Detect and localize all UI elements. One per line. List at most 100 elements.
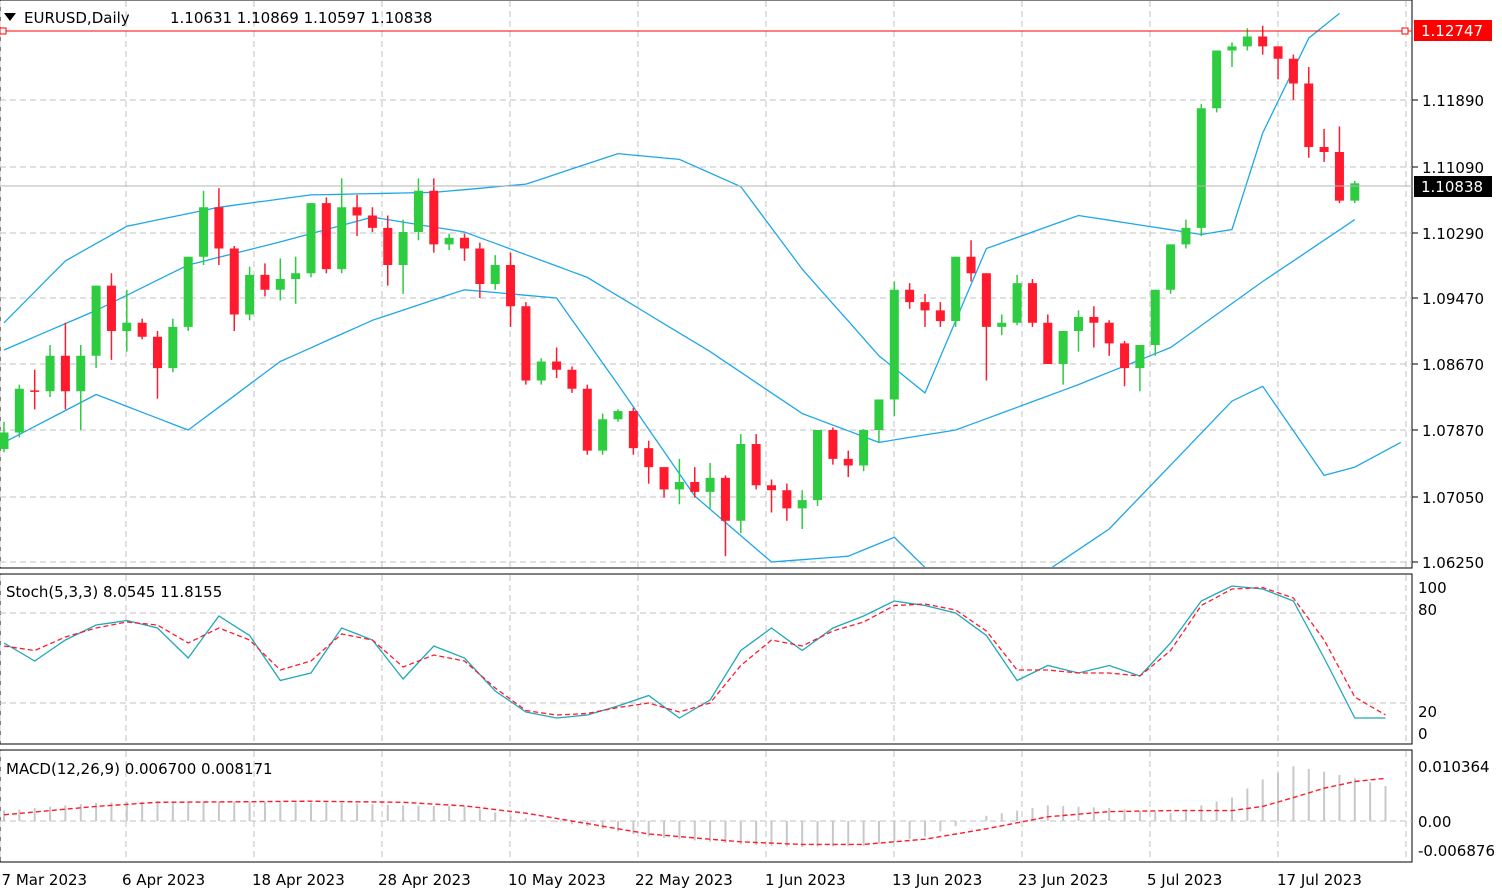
bear-candle (60, 355, 70, 392)
level-price-tag (1414, 20, 1492, 41)
bull-candle (168, 326, 178, 369)
bear-candle (659, 467, 669, 490)
chart-menu-triangle-icon[interactable] (4, 13, 16, 21)
bear-candle (828, 430, 838, 459)
date-label: 22 May 2023 (635, 871, 733, 888)
bull-candle (997, 322, 1007, 327)
bull-candle (951, 256, 961, 322)
stoch-tick: 100 (1418, 579, 1447, 597)
bull-candle (0, 432, 9, 449)
bear-candle (981, 273, 991, 327)
bear-candle (106, 285, 116, 331)
macd-tick: 0.00 (1418, 813, 1451, 831)
bear-candle (229, 248, 239, 315)
date-label: 1 Jun 2023 (765, 871, 846, 888)
bear-candle (321, 203, 331, 270)
bull-candle (598, 419, 608, 451)
bear-candle (1334, 151, 1344, 201)
date-label: 6 Apr 2023 (122, 871, 205, 888)
price-tick: 1.09470 (1422, 290, 1484, 308)
candles[interactable] (0, 25, 1360, 557)
bull-candle (398, 232, 408, 265)
bear-candle (1120, 343, 1130, 369)
price-tick: 1.11890 (1422, 92, 1484, 110)
bull-candle (1074, 316, 1083, 331)
bear-candle (1089, 316, 1099, 323)
stoch-tick: 20 (1418, 703, 1437, 721)
stoch-d-line (3, 586, 1386, 716)
bear-candle (1304, 83, 1314, 148)
macd-tick: -0.006876 (1418, 842, 1495, 860)
bear-candle (644, 448, 654, 468)
bull-candle (76, 355, 86, 392)
bear-candle (153, 336, 162, 369)
date-label: 28 Apr 2023 (378, 871, 471, 888)
bull-candle (874, 399, 884, 430)
bull-candle (859, 430, 869, 466)
macd-title: MACD(12,26,9) 0.006700 0.008171 (6, 760, 273, 778)
price-axis: 1.11890 1.11090 1.10290 1.09470 1.08670 … (1412, 92, 1484, 572)
bear-candle (582, 388, 592, 451)
bull-candle (536, 361, 546, 381)
bull-candle (1350, 183, 1360, 201)
bear-candle (1258, 36, 1268, 47)
bull-candle (674, 481, 684, 490)
bear-candle (935, 310, 945, 322)
bull-candle (306, 203, 316, 274)
date-label: 13 Jun 2023 (892, 871, 982, 888)
bull-candle (1012, 283, 1022, 323)
bull-candle (889, 289, 899, 400)
bear-candle (460, 237, 469, 249)
bull-candle (1166, 244, 1176, 290)
bear-candle (214, 207, 224, 249)
bear-candle (352, 207, 362, 216)
bear-candle (966, 256, 976, 274)
bear-candle (475, 248, 485, 284)
level-price-label: 1.12747 (1421, 22, 1483, 40)
price-tick: 1.07050 (1422, 489, 1484, 507)
bear-candle (1043, 322, 1053, 364)
bear-candle (843, 458, 853, 466)
current-price-label: 1.10838 (1421, 178, 1483, 196)
ohlc-values: 1.10631 1.10869 1.10597 1.10838 (170, 9, 432, 27)
level-line-right-handle[interactable] (1401, 27, 1409, 35)
bear-candle (1319, 147, 1329, 152)
date-label: 18 Apr 2023 (252, 871, 345, 888)
bull-candle (1181, 227, 1191, 245)
bear-candle (905, 289, 915, 303)
price-tick: 1.08670 (1422, 356, 1484, 374)
price-tick: 1.11090 (1422, 159, 1484, 177)
stoch-title: Stoch(5,3,3) 8.0545 11.8155 (6, 583, 222, 601)
bear-candle (552, 361, 562, 370)
date-label: 10 May 2023 (508, 871, 606, 888)
bear-candle (920, 302, 930, 311)
bull-candle (245, 274, 255, 315)
bollinger-lower-line (3, 289, 1402, 567)
bollinger-middle-line (3, 216, 1356, 444)
bear-candle (782, 490, 792, 509)
stoch-k-line (3, 585, 1386, 719)
bull-candle (275, 279, 285, 290)
bull-candle (813, 430, 823, 501)
bull-candle (1135, 345, 1145, 369)
stoch-panel-frame (0, 573, 1413, 745)
macd-plot (3, 766, 1387, 847)
bollinger-upper-line (3, 12, 1340, 394)
bear-candle (429, 190, 439, 245)
bear-candle (567, 369, 577, 389)
date-label: 5 Jul 2023 (1147, 871, 1222, 888)
bear-candle (1273, 46, 1283, 59)
bull-candle (337, 207, 347, 270)
bollinger-bands (3, 12, 1402, 567)
bull-candle (91, 285, 101, 356)
price-tick: 1.07870 (1422, 422, 1484, 440)
bear-candle (690, 481, 700, 492)
bull-candle (705, 477, 715, 492)
bull-candle (122, 322, 132, 331)
bear-candle (720, 477, 730, 521)
time-axis: 27 Mar 2023 6 Apr 2023 18 Apr 2023 28 Ap… (0, 871, 1362, 888)
level-line-left-handle[interactable] (0, 27, 7, 35)
bear-candle (1288, 58, 1298, 84)
bear-candle (751, 444, 761, 486)
